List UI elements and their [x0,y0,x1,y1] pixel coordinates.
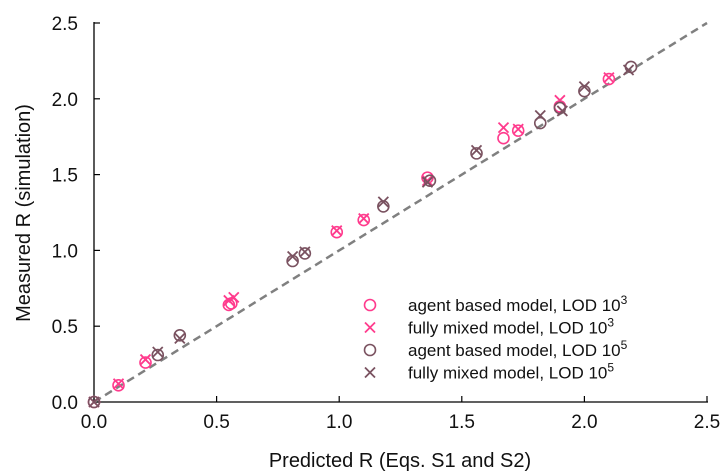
x-tick-label: 2.5 [694,412,720,433]
x-tick-label: 2.0 [571,412,597,433]
data-point-x [286,250,299,263]
data-point-x [358,212,370,225]
data-point-circle [330,225,344,239]
legend-label: agent based model, LOD 105 [408,338,628,360]
data-point-circle [87,395,101,409]
data-point-x [578,81,591,93]
data-point-circle [357,213,371,227]
data-point-circle [497,131,510,145]
x-axis-label: Predicted R (Eqs. S1 and S2) [269,450,531,472]
data-point-x [421,175,434,187]
legend-label: fully mixed model, LOD 105 [408,361,614,383]
legend-marker-x [364,321,376,334]
data-point-x [112,378,125,390]
data-point-circle [139,356,152,369]
data-point-x [603,71,615,84]
series-2 [88,71,615,408]
y-tick-label: 2.5 [52,14,78,35]
legend-marker-circle [363,298,377,312]
legend-marker-x [364,366,376,379]
axes [93,22,708,403]
reference-line-layer [93,21,708,404]
data-point-circle [423,174,437,187]
y-axis-label: Measured R (simulation) [13,104,35,322]
data-point-x [470,144,483,156]
y-tick-label: 0.0 [52,393,78,414]
reference-dashed-line [93,21,708,404]
data-point-x [88,396,100,408]
data-point-x [497,121,510,134]
data-point-x [622,64,635,76]
data-point-x [331,225,343,237]
series-3 [87,60,638,409]
x-tick-label: 0.5 [203,412,229,433]
tick-labels-layer: 0.0 0.5 1.0 1.5 2.0 2.5 0.0 0.5 1.0 1.5 2.0 2.5 [52,14,721,433]
x-tick-label: 1.5 [449,412,475,433]
data-point-circle [533,116,547,130]
data-point-circle [173,328,187,342]
data-point-circle [151,348,165,362]
y-tick-label: 1.5 [52,166,78,187]
data-point-circle [511,124,525,137]
data-point-circle [298,247,312,260]
y-tick-label: 2.0 [52,90,78,111]
y-tick-label: 0.5 [52,317,78,338]
data-point-circle [112,379,125,392]
data-point-x [512,123,524,135]
data-point-x [228,291,240,304]
legend-marker-circle [363,343,377,357]
x-tick-label: 1.0 [326,412,352,433]
data-point-circle [602,72,616,86]
legend-label: fully mixed model, LOD 103 [408,316,614,338]
y-tick-label: 1.0 [52,241,78,262]
data-point-x [152,346,164,358]
data-point-circle [470,147,483,160]
data-point-x [556,105,568,117]
data-point-x [174,332,186,344]
legend-label: agent based model, LOD 103 [408,293,628,315]
x-tick-label: 0.0 [81,412,107,433]
data-point-x [139,353,152,366]
data-point-x [421,176,434,188]
data-point-x [534,109,546,122]
data-point-x [377,196,389,208]
data-points-layer [87,60,638,409]
series-4 [88,64,635,408]
data-point-x [299,246,311,258]
